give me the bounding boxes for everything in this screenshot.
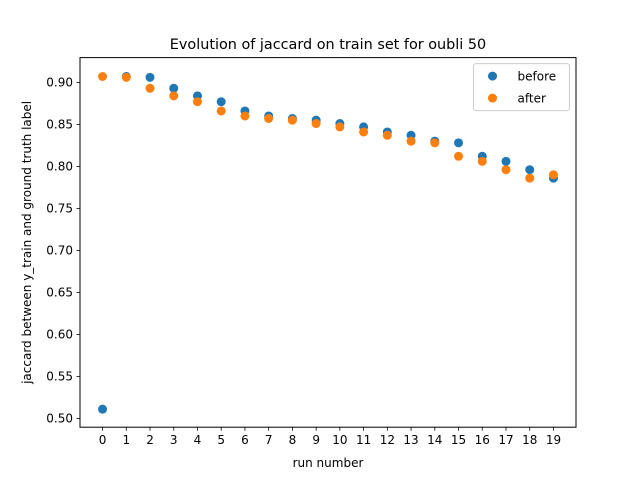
y-tick-label: 0.85 bbox=[46, 118, 73, 132]
point-after-2 bbox=[145, 83, 155, 93]
point-before-3 bbox=[169, 83, 179, 93]
point-after-17 bbox=[501, 165, 511, 175]
point-after-4 bbox=[192, 97, 202, 107]
point-before-15 bbox=[454, 138, 464, 148]
y-axis-ticks: 0.50 0.55 0.60 0.65 0.70 0.75 0.80 0.85 0.90 bbox=[46, 76, 80, 426]
data-points bbox=[98, 72, 558, 414]
x-tick-label: 5 bbox=[217, 433, 225, 447]
y-tick-label: 0.90 bbox=[46, 76, 73, 90]
x-tick-label: 2 bbox=[146, 433, 154, 447]
point-after-16 bbox=[477, 156, 487, 166]
x-tick-label: 4 bbox=[194, 433, 202, 447]
point-after-5 bbox=[216, 106, 226, 116]
x-tick-label: 7 bbox=[265, 433, 273, 447]
legend-marker-after bbox=[488, 93, 497, 103]
y-tick-label: 0.60 bbox=[46, 328, 73, 342]
y-tick-label: 0.65 bbox=[46, 286, 73, 300]
point-after-3 bbox=[169, 91, 179, 101]
point-after-14 bbox=[430, 138, 440, 148]
x-tick-label: 9 bbox=[312, 433, 320, 447]
point-after-19 bbox=[548, 170, 558, 180]
legend-box bbox=[473, 63, 570, 112]
point-after-12 bbox=[382, 130, 392, 140]
y-axis-label: jaccard between y_train and ground truth… bbox=[20, 101, 34, 385]
point-after-10 bbox=[335, 122, 345, 132]
point-before-18 bbox=[525, 165, 535, 175]
y-tick-label: 0.55 bbox=[46, 370, 73, 384]
y-tick-label: 0.80 bbox=[46, 160, 73, 174]
x-tick-label: 14 bbox=[427, 433, 442, 447]
plot-frame bbox=[79, 57, 577, 428]
point-before-2 bbox=[145, 72, 155, 82]
y-tick-label: 0.70 bbox=[46, 244, 73, 258]
point-after-0 bbox=[98, 72, 108, 81]
point-after-15 bbox=[454, 151, 464, 161]
y-tick-label: 0.50 bbox=[46, 412, 73, 426]
x-tick-label: 18 bbox=[522, 433, 537, 447]
point-after-8 bbox=[287, 115, 297, 125]
legend-label-before: before bbox=[518, 69, 557, 83]
x-tick-label: 11 bbox=[356, 433, 371, 447]
x-axis-label: run number bbox=[293, 456, 364, 470]
point-before-5 bbox=[216, 97, 226, 107]
point-after-9 bbox=[311, 119, 321, 129]
x-tick-label: 15 bbox=[451, 433, 466, 447]
x-tick-label: 12 bbox=[380, 433, 395, 447]
x-tick-label: 16 bbox=[475, 433, 490, 447]
x-tick-label: 13 bbox=[403, 433, 418, 447]
x-tick-label: 6 bbox=[241, 433, 249, 447]
x-tick-label: 17 bbox=[498, 433, 513, 447]
legend-label-after: after bbox=[518, 91, 546, 105]
point-after-11 bbox=[359, 127, 369, 137]
legend-marker-before bbox=[488, 71, 497, 81]
x-tick-label: 8 bbox=[289, 433, 297, 447]
point-before-0 bbox=[98, 404, 108, 414]
point-after-1 bbox=[121, 72, 131, 82]
point-after-13 bbox=[406, 136, 416, 146]
point-after-18 bbox=[525, 173, 535, 183]
x-tick-label: 19 bbox=[546, 433, 561, 447]
legend: before after bbox=[473, 63, 570, 112]
x-tick-label: 1 bbox=[122, 433, 130, 447]
x-tick-label: 10 bbox=[332, 433, 347, 447]
y-tick-label: 0.75 bbox=[46, 202, 73, 216]
point-after-6 bbox=[240, 111, 250, 121]
x-tick-label: 3 bbox=[170, 433, 178, 447]
x-tick-label: 0 bbox=[99, 433, 107, 447]
chart-title: Evolution of jaccard on train set for ou… bbox=[170, 37, 486, 53]
point-before-17 bbox=[501, 156, 511, 166]
point-after-7 bbox=[264, 114, 274, 123]
x-axis-ticks: 0 1 2 3 4 5 6 7 8 9 10 11 12 13 14 15 16 17 18 19 bbox=[99, 427, 561, 447]
